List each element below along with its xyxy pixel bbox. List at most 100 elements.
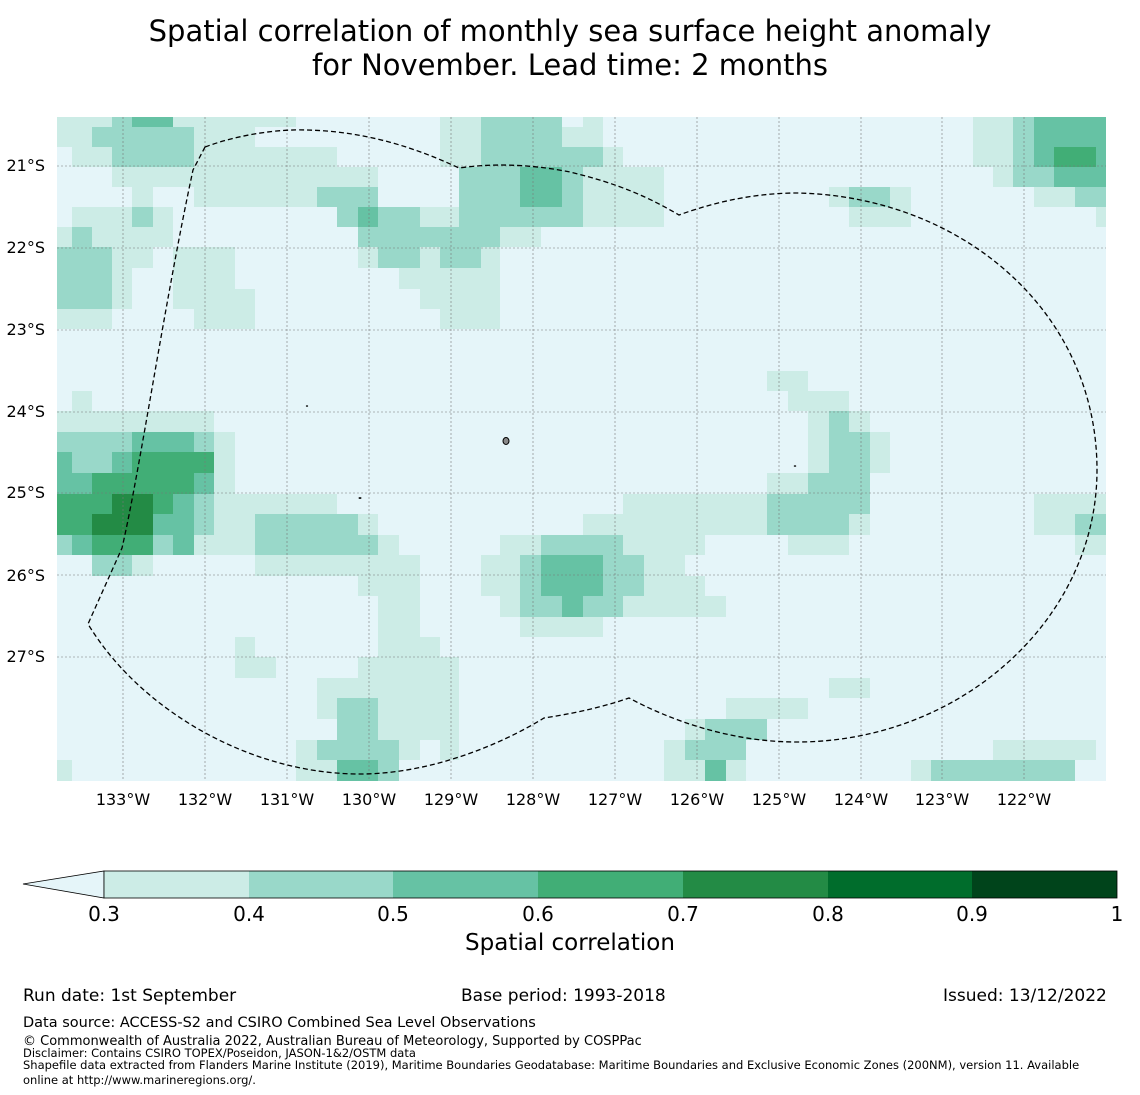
correlation-cell bbox=[420, 289, 500, 309]
correlation-cell bbox=[1054, 147, 1096, 167]
lon-label: 123°W bbox=[915, 790, 970, 809]
lat-label: 21°S bbox=[6, 156, 45, 175]
correlation-cell bbox=[685, 719, 705, 740]
correlation-cell bbox=[440, 227, 500, 247]
correlation-cell bbox=[583, 596, 623, 617]
correlation-cell bbox=[214, 514, 255, 535]
colorbar-label: Spatial correlation bbox=[465, 930, 675, 956]
correlation-cell bbox=[931, 760, 1075, 781]
lat-label: 22°S bbox=[6, 238, 45, 257]
correlation-cell bbox=[132, 432, 194, 452]
correlation-cell bbox=[132, 452, 173, 473]
correlation-cell bbox=[173, 535, 194, 555]
correlation-cell bbox=[623, 596, 726, 617]
lon-label: 127°W bbox=[588, 790, 643, 809]
correlation-cell bbox=[235, 289, 255, 329]
correlation-cell bbox=[317, 187, 378, 207]
correlation-cell bbox=[993, 740, 1096, 760]
correlation-cell bbox=[112, 117, 132, 127]
correlation-cell bbox=[849, 187, 890, 207]
correlation-cell bbox=[296, 760, 337, 781]
correlation-cell bbox=[849, 514, 870, 535]
correlation-cell bbox=[829, 432, 870, 473]
correlation-cell bbox=[358, 207, 378, 227]
correlation-cell bbox=[378, 596, 420, 637]
correlation-cell bbox=[993, 167, 1013, 187]
correlation-cell bbox=[520, 596, 562, 617]
correlation-cell bbox=[420, 207, 459, 227]
correlation-cell bbox=[194, 127, 255, 147]
correlation-cell bbox=[1013, 167, 1054, 187]
shapefile-credit-1: Shapefile data extracted from Flanders M… bbox=[23, 1058, 1080, 1072]
correlation-cell bbox=[153, 494, 173, 514]
eez-boundary bbox=[87, 129, 1098, 775]
correlation-cell bbox=[644, 576, 705, 596]
correlation-cell bbox=[481, 147, 603, 167]
correlation-cell bbox=[57, 227, 72, 247]
correlation-cell bbox=[788, 391, 849, 411]
correlation-cell bbox=[112, 247, 153, 268]
correlation-cell bbox=[399, 740, 420, 760]
correlation-cell bbox=[57, 432, 132, 452]
correlation-cell bbox=[767, 473, 808, 494]
correlation-cell bbox=[296, 740, 317, 760]
correlation-cell bbox=[808, 473, 870, 494]
correlation-cell bbox=[57, 494, 92, 514]
colorbar-segment-0.9 bbox=[972, 871, 1117, 898]
lon-label: 128°W bbox=[506, 790, 561, 809]
correlation-cell bbox=[603, 555, 644, 576]
correlation-cell bbox=[1034, 187, 1075, 207]
run-date: Run date: 1st September bbox=[23, 986, 237, 1006]
correlation-cell bbox=[255, 535, 378, 555]
lon-label: 133°W bbox=[96, 790, 151, 809]
correlation-cell bbox=[644, 555, 685, 576]
correlation-cell bbox=[788, 535, 849, 555]
correlation-cell bbox=[440, 740, 459, 760]
correlation-cell bbox=[235, 657, 276, 678]
correlation-cell bbox=[337, 760, 378, 781]
correlation-cell bbox=[500, 596, 520, 617]
colorbar-segment-0.3 bbox=[104, 871, 249, 898]
lat-label: 26°S bbox=[6, 566, 45, 585]
correlation-cell bbox=[173, 247, 235, 309]
correlation-cell bbox=[194, 514, 214, 535]
correlation-cell bbox=[132, 117, 173, 127]
correlation-cell bbox=[1096, 207, 1106, 227]
correlation-cell bbox=[173, 117, 296, 127]
correlation-cell bbox=[562, 187, 583, 207]
correlation-cell bbox=[317, 678, 459, 698]
correlation-cell bbox=[726, 698, 808, 719]
correlation-cell bbox=[214, 494, 337, 514]
correlation-cell bbox=[194, 494, 214, 514]
correlation-cell bbox=[1096, 147, 1106, 167]
correlation-cell bbox=[92, 555, 132, 576]
correlation-cell bbox=[57, 473, 92, 494]
lon-label: 122°W bbox=[997, 790, 1052, 809]
correlation-cell bbox=[112, 452, 132, 473]
correlation-cell bbox=[92, 473, 194, 494]
correlation-cell bbox=[255, 555, 420, 576]
colorbar-segment-0.5 bbox=[393, 871, 538, 898]
correlation-cell bbox=[358, 247, 378, 268]
correlation-cell bbox=[72, 391, 92, 411]
correlation-cell bbox=[57, 514, 92, 535]
correlation-cell bbox=[1034, 514, 1075, 535]
correlation-cell bbox=[520, 576, 541, 596]
correlation-cell bbox=[481, 247, 500, 268]
colorbar-extend-arrow bbox=[22, 870, 105, 899]
correlation-cell bbox=[173, 452, 214, 473]
correlation-cell bbox=[92, 227, 173, 247]
correlation-cell bbox=[420, 247, 440, 268]
correlation-cell bbox=[57, 535, 72, 555]
correlation-cell bbox=[72, 207, 132, 227]
correlation-cell bbox=[541, 576, 603, 596]
correlation-cell bbox=[829, 411, 849, 432]
base-period: Base period: 1993-2018 bbox=[461, 986, 666, 1006]
correlation-cell bbox=[92, 535, 153, 555]
colorbar-tick: 0.8 bbox=[812, 902, 844, 926]
lon-label: 124°W bbox=[834, 790, 889, 809]
correlation-cell bbox=[1054, 167, 1106, 187]
correlation-cell bbox=[1075, 187, 1106, 207]
correlation-cell bbox=[603, 576, 644, 596]
correlation-cell bbox=[440, 309, 500, 329]
